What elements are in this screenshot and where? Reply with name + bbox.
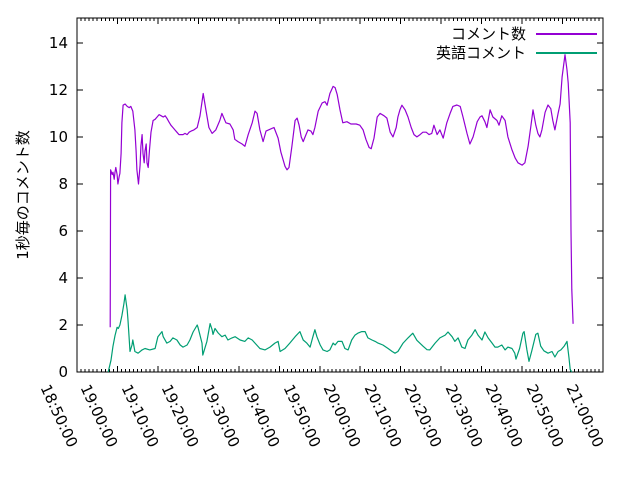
y-tick-label: 6 <box>58 221 68 240</box>
y-tick-label: 10 <box>48 127 68 146</box>
plot-border <box>76 17 604 373</box>
y-tick-label: 12 <box>48 80 68 99</box>
legend-label-english-comment: 英語コメント <box>435 44 526 62</box>
legend-line-sample-english-comment <box>536 51 597 54</box>
legend-label-comment-count: コメント数 <box>450 25 526 43</box>
y-tick-label: 2 <box>58 315 68 334</box>
y-axis-title: 1秒毎のコメント数 <box>14 130 32 260</box>
legend-line-sample-comment-count <box>536 32 597 35</box>
legend: コメント数 英語コメント <box>436 24 597 62</box>
y-tick-label: 0 <box>58 363 68 381</box>
legend-item-comment-count: コメント数 <box>436 24 597 43</box>
y-tick-label: 4 <box>58 268 68 287</box>
series-line-0 <box>109 54 574 328</box>
y-tick-label: 14 <box>48 33 68 52</box>
series-line-1 <box>107 294 573 373</box>
y-tick-label: 8 <box>58 174 68 193</box>
legend-item-english-comment: 英語コメント <box>436 43 597 62</box>
axis-tick-marks <box>76 18 604 373</box>
